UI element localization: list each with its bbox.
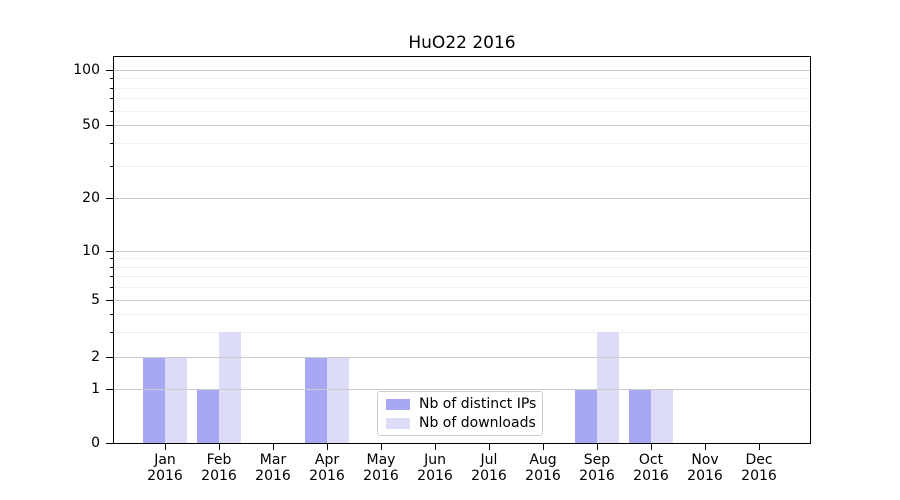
- gridline: [114, 110, 810, 112]
- x-tick: [597, 444, 598, 450]
- y-tick-label: 10: [82, 243, 100, 259]
- gridline: [114, 313, 810, 315]
- y-minor-tick: [110, 165, 113, 167]
- x-tick: [651, 444, 652, 450]
- gridline: [114, 276, 810, 278]
- legend-label: Nb of downloads: [419, 414, 536, 431]
- y-tick: [106, 70, 113, 71]
- gridline: [114, 357, 810, 358]
- x-tick-label: Oct 2016: [633, 452, 669, 484]
- x-tick-label: Dec 2016: [741, 452, 777, 484]
- gridline: [114, 70, 810, 71]
- x-tick-label: Jan 2016: [147, 452, 183, 484]
- y-minor-tick: [110, 266, 113, 268]
- gridline: [114, 98, 810, 100]
- bar-distinct-ips: [305, 357, 327, 443]
- legend-swatch-downloads: [386, 417, 410, 429]
- x-tick-label: Sep 2016: [579, 452, 615, 484]
- y-tick-label: 20: [82, 190, 100, 206]
- y-tick-label: 0: [91, 435, 100, 451]
- gridline: [114, 87, 810, 89]
- legend-swatch-distinct-ips: [386, 398, 410, 410]
- gridline: [114, 125, 810, 126]
- y-minor-tick: [110, 142, 113, 144]
- x-tick-label: May 2016: [363, 452, 399, 484]
- gridline: [114, 251, 810, 252]
- x-tick-label: Feb 2016: [201, 452, 237, 484]
- x-tick: [273, 444, 274, 450]
- x-tick: [381, 444, 382, 450]
- y-tick-label: 100: [73, 62, 100, 78]
- bar-downloads: [219, 332, 241, 443]
- y-tick: [106, 198, 113, 199]
- bar-downloads: [597, 332, 619, 443]
- y-minor-tick: [110, 276, 113, 278]
- y-tick-label: 1: [91, 381, 100, 397]
- y-tick: [106, 357, 113, 358]
- y-tick: [106, 443, 113, 444]
- gridline: [114, 258, 810, 260]
- x-tick: [327, 444, 328, 450]
- gridline: [114, 331, 810, 333]
- y-minor-tick: [110, 313, 113, 315]
- y-tick: [106, 125, 113, 126]
- gridline: [114, 142, 810, 144]
- y-tick-label: 5: [91, 292, 100, 308]
- y-minor-tick: [110, 87, 113, 89]
- y-tick-label: 2: [91, 349, 100, 365]
- bar-downloads: [651, 389, 673, 443]
- bar-distinct-ips: [575, 389, 597, 443]
- legend-item: Nb of distinct IPs: [386, 395, 542, 412]
- x-tick-label: Aug 2016: [525, 452, 561, 484]
- y-tick: [106, 251, 113, 252]
- y-minor-tick: [110, 78, 113, 80]
- y-tick-label: 50: [82, 117, 100, 133]
- y-minor-tick: [110, 331, 113, 333]
- bar-downloads: [165, 357, 187, 443]
- bar-distinct-ips: [629, 389, 651, 443]
- x-tick: [705, 444, 706, 450]
- gridline: [114, 198, 810, 199]
- bar-distinct-ips: [143, 357, 165, 443]
- plot-area: [113, 56, 811, 444]
- x-tick: [435, 444, 436, 450]
- x-tick: [165, 444, 166, 450]
- y-minor-tick: [110, 98, 113, 100]
- x-tick: [543, 444, 544, 450]
- x-tick: [759, 444, 760, 450]
- gridline: [114, 78, 810, 80]
- gridline: [114, 389, 810, 390]
- bar-distinct-ips: [197, 389, 219, 443]
- y-minor-tick: [110, 258, 113, 260]
- y-minor-tick: [110, 287, 113, 289]
- legend-label: Nb of distinct IPs: [419, 395, 537, 412]
- x-tick-label: Apr 2016: [309, 452, 345, 484]
- x-tick: [489, 444, 490, 450]
- x-tick-label: Mar 2016: [255, 452, 291, 484]
- y-minor-tick: [110, 110, 113, 112]
- gridline: [114, 300, 810, 301]
- gridline: [114, 266, 810, 268]
- x-tick-label: Nov 2016: [687, 452, 723, 484]
- legend-item: Nb of downloads: [386, 414, 542, 431]
- gridline: [114, 287, 810, 289]
- x-tick-label: Jun 2016: [417, 452, 453, 484]
- gridline: [114, 165, 810, 167]
- chart-title: HuO22 2016: [408, 33, 516, 53]
- bar-downloads: [327, 357, 349, 443]
- y-tick: [106, 300, 113, 301]
- legend: Nb of distinct IPs Nb of downloads: [377, 391, 543, 436]
- x-tick: [219, 444, 220, 450]
- y-tick: [106, 389, 113, 390]
- x-tick-label: Jul 2016: [471, 452, 507, 484]
